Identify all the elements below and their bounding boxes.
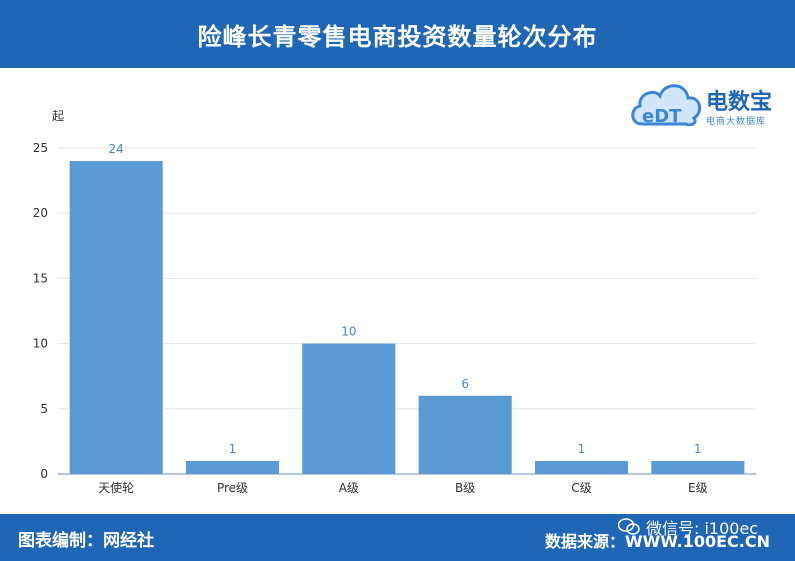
x-tick-label: C级 [571, 481, 591, 495]
logo-mark: eDT [642, 106, 682, 127]
wechat-watermark: 微信号: i100ec [618, 516, 758, 538]
wechat-icon [618, 518, 640, 535]
y-tick-label: 5 [40, 402, 48, 416]
y-tick-label: 0 [40, 467, 48, 481]
bar [651, 460, 745, 474]
header-bar: 险峰长青零售电商投资数量轮次分布 [0, 0, 795, 68]
data-labels: 24 1 10 6 1 1 [109, 142, 702, 456]
footer-source: 数据来源：WWW.100EC.CN [545, 532, 771, 551]
x-tick-label: Pre级 [217, 481, 248, 495]
logo-brand: 电数宝 [706, 90, 773, 115]
bar [418, 395, 512, 474]
data-label: 6 [461, 377, 469, 391]
data-label: 1 [229, 442, 237, 456]
bar [302, 343, 396, 474]
logo-tagline: 电商大数据库 [706, 117, 767, 127]
x-tick-label: E级 [688, 481, 708, 495]
y-tick-label: 15 [33, 271, 48, 285]
y-axis-label: 起 [52, 109, 64, 123]
data-label: 24 [109, 142, 124, 156]
bar [69, 161, 163, 474]
data-label: 1 [694, 442, 702, 456]
x-tick-label: 天使轮 [98, 480, 134, 495]
footer-credit: 图表编制：网经社 [18, 531, 154, 551]
data-label: 10 [341, 325, 356, 339]
footer-bar: 图表编制：网经社 数据来源：WWW.100EC.CN [0, 514, 795, 561]
bar [185, 460, 280, 474]
y-tick-label: 10 [33, 337, 48, 351]
x-tick-label: A级 [339, 481, 359, 495]
grid-lines [58, 147, 756, 410]
y-tick-label: 20 [33, 206, 48, 220]
x-tick-label: B级 [455, 481, 475, 495]
bars [69, 161, 745, 474]
x-axis-ticks: 天使轮 Pre级 A级 B级 C级 E级 [98, 480, 707, 495]
watermark-text: 微信号: i100ec [646, 519, 759, 538]
chart-title: 险峰长青零售电商投资数量轮次分布 [197, 22, 598, 51]
bar-chart: 起 0 5 10 15 20 25 24 1 10 6 1 1 天使轮 Pre级 A级 B级 C级 E级 [33, 109, 756, 495]
data-label: 1 [578, 442, 586, 456]
y-axis-ticks: 0 5 10 15 20 25 [33, 141, 48, 481]
cloud-icon: eDT [631, 84, 702, 127]
edt-logo: eDT 电数宝 电商大数据库 [628, 72, 793, 134]
bar [534, 460, 629, 474]
y-tick-label: 25 [33, 141, 48, 155]
